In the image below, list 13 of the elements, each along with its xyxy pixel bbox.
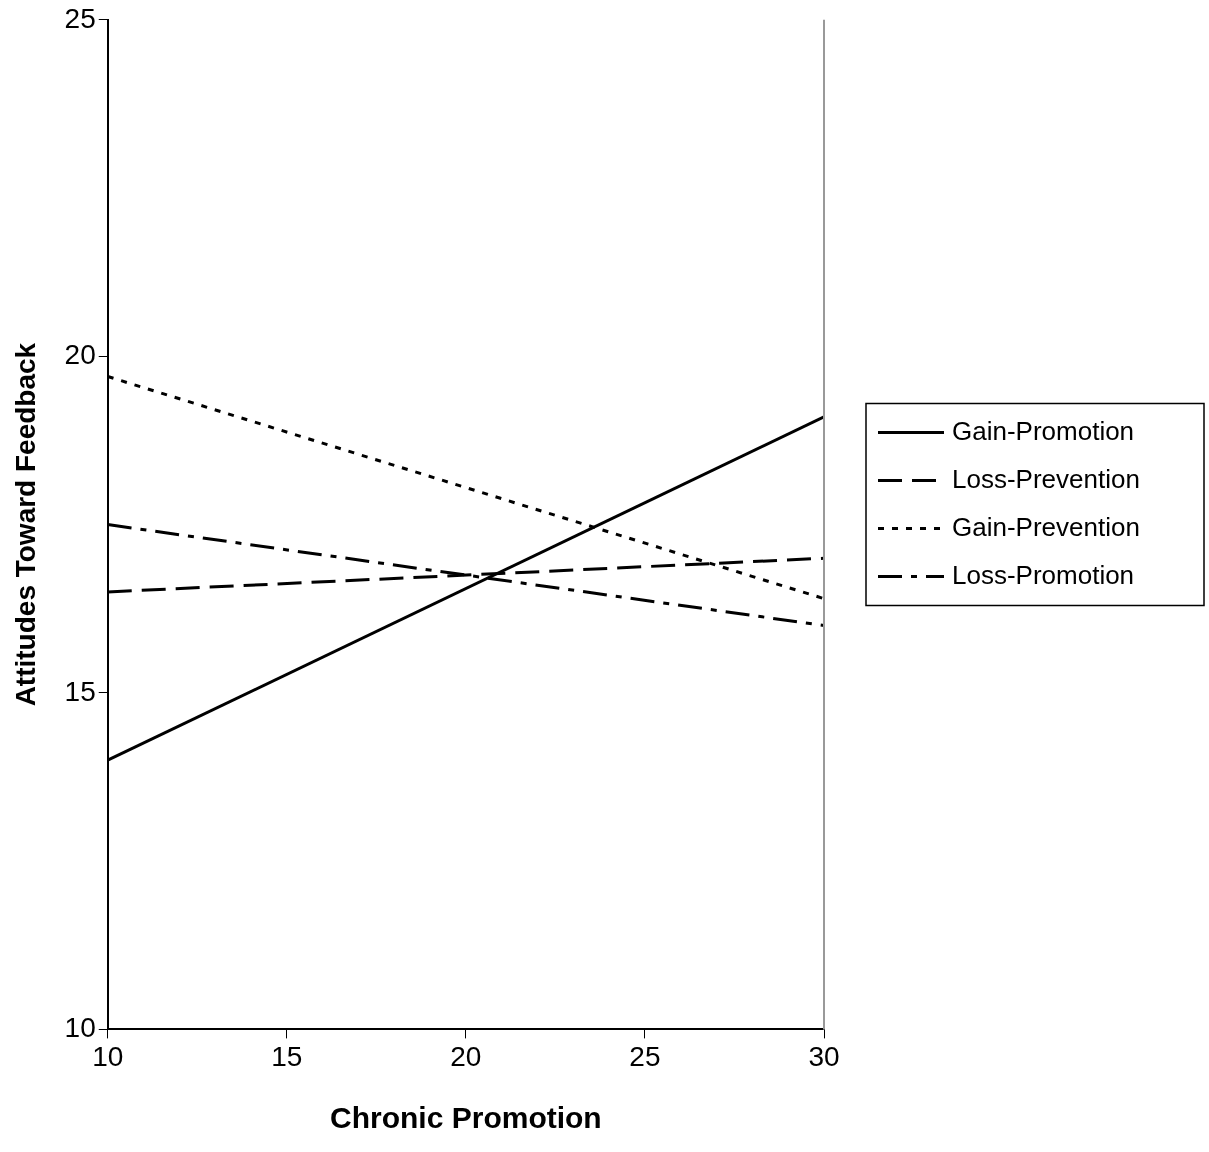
legend-label: Gain-Promotion — [952, 415, 1135, 446]
y-tick-label: 20 — [64, 339, 96, 371]
y-tick-label: 25 — [64, 2, 96, 34]
x-axis-title: Chronic Promotion — [330, 1101, 602, 1135]
x-tick-label: 20 — [450, 1040, 482, 1072]
x-tick-label: 30 — [808, 1040, 840, 1072]
legend-label: Loss-Prevention — [952, 463, 1140, 494]
legend-label: Loss-Promotion — [952, 559, 1135, 590]
x-tick-label: 15 — [271, 1040, 303, 1072]
x-tick-label: 25 — [629, 1040, 661, 1072]
y-axis-title: Attitudes Toward Feedback — [9, 342, 41, 707]
legend-label: Gain-Prevention — [952, 511, 1140, 542]
y-tick-label: 15 — [64, 675, 96, 707]
